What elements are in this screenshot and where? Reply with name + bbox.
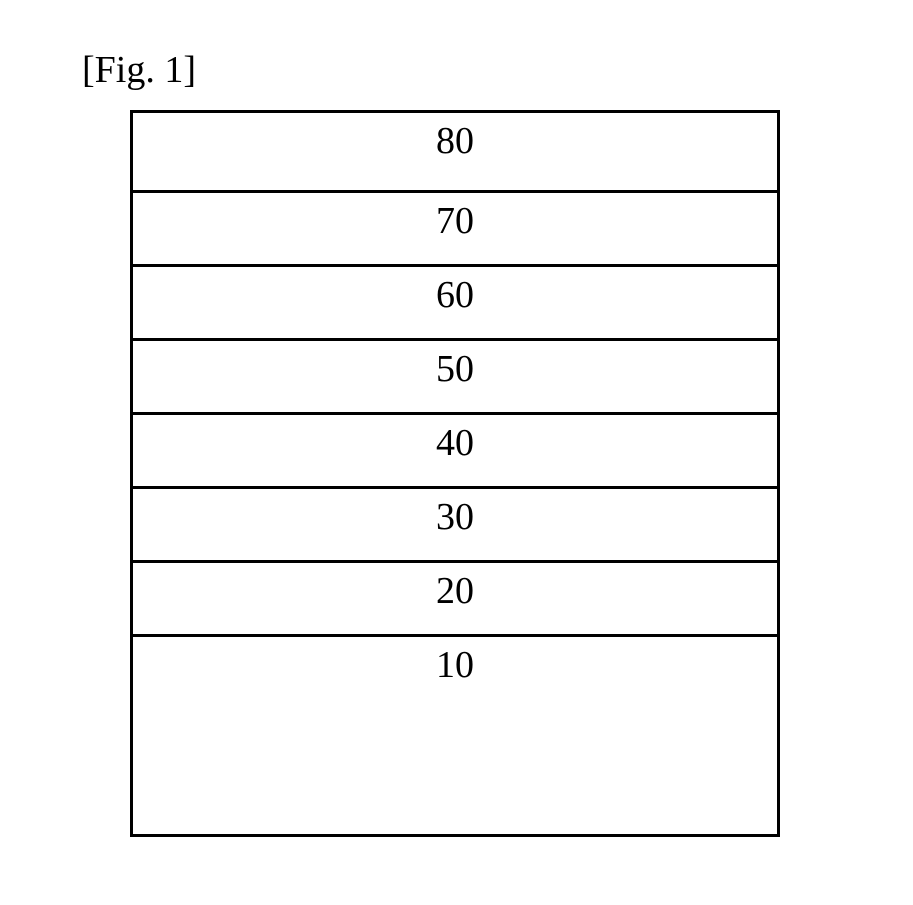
layer-20: 20 [133,563,777,637]
layer-40: 40 [133,415,777,489]
layer-stack: 80 70 60 50 40 30 20 10 [130,110,780,837]
layer-value: 10 [436,643,474,687]
layer-value: 40 [436,421,474,465]
layer-value: 30 [436,495,474,539]
layer-value: 80 [436,119,474,163]
layer-80: 80 [133,113,777,193]
layer-10: 10 [133,637,777,837]
layer-value: 60 [436,273,474,317]
layer-value: 20 [436,569,474,613]
layer-60: 60 [133,267,777,341]
layer-value: 50 [436,347,474,391]
layer-50: 50 [133,341,777,415]
layer-value: 70 [436,199,474,243]
figure-label: [Fig. 1] [82,48,196,92]
layer-70: 70 [133,193,777,267]
layer-30: 30 [133,489,777,563]
